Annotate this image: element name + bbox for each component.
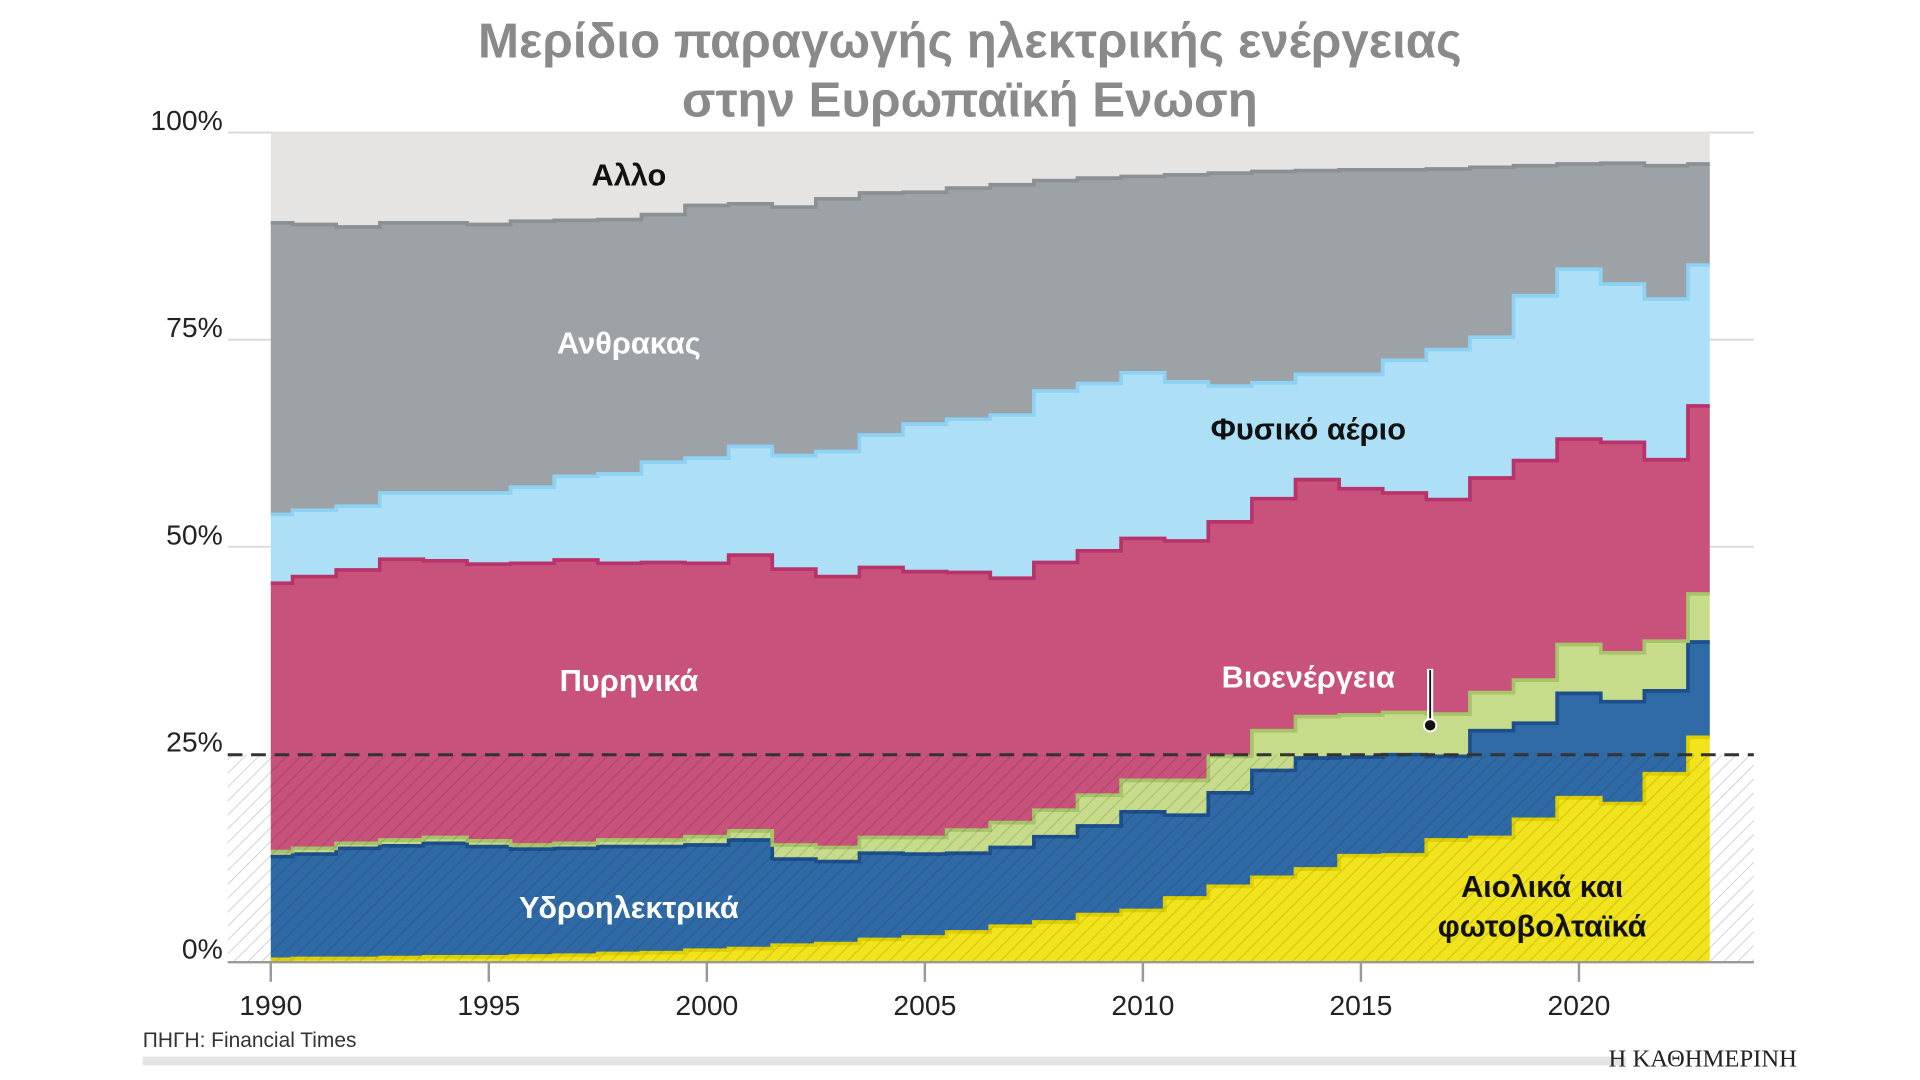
y-axis: 0% 25% 50% 75% 100% — [150, 104, 222, 964]
area-6 — [270, 132, 1710, 227]
area-2 — [270, 593, 1710, 862]
label-bioenergy: Βιοενέργεια — [1222, 659, 1395, 694]
x-tick-label: 1990 — [239, 989, 302, 1021]
x-tick-label: 2020 — [1547, 989, 1610, 1021]
hatched-zone-left — [227, 754, 271, 961]
y-tick-label: 0% — [182, 933, 223, 965]
x-tick-label: 2000 — [675, 989, 738, 1021]
x-tick-label: 2010 — [1111, 989, 1174, 1021]
label-wind-solar-2: φωτοβολταϊκά — [1438, 908, 1647, 943]
y-tick-label: 100% — [150, 104, 222, 136]
chart-title-line-1: Μερίδιο παραγωγής ηλεκτρικής ενέργειας — [478, 14, 1462, 69]
source-note: ΠΗΓΗ: Financial Times — [143, 1029, 357, 1052]
area-5 — [270, 163, 1710, 515]
area-3 — [270, 405, 1710, 852]
y-tick-label: 50% — [166, 518, 223, 550]
label-hydro: Υδροηλεκτρικά — [519, 890, 739, 925]
label-nuclear: Πυρηνικά — [560, 663, 699, 698]
y-tick-label: 25% — [166, 725, 223, 757]
series-line-5 — [270, 161, 1710, 229]
label-wind-solar-1: Αιολικά και — [1461, 869, 1623, 904]
x-tick-label: 1995 — [457, 989, 520, 1021]
x-tick-label: 2015 — [1329, 989, 1392, 1021]
brand-logo: Η ΚΑΘΗΜΕΡΙΝΗ — [1609, 1046, 1798, 1073]
area-4 — [270, 265, 1710, 584]
hatched-zone-right — [1710, 754, 1754, 961]
hatch-overlay-below-25 — [270, 754, 1711, 961]
chart-title-line-2: στην Ευρωπαϊκή Ενωση — [682, 73, 1258, 128]
series-line-3 — [270, 404, 1710, 586]
y-tick-label: 75% — [166, 311, 223, 343]
label-gas: Φυσικό αέριο — [1211, 411, 1406, 446]
x-tick-label: 2005 — [893, 989, 956, 1021]
x-axis: 1990 1995 2000 2005 2010 2015 2020 — [239, 962, 1610, 1021]
series-line-4 — [270, 263, 1710, 517]
label-other: Αλλο — [591, 157, 666, 192]
footer-bar — [142, 1056, 1626, 1066]
bioenergy-pointer-dot — [1423, 718, 1438, 733]
label-coal: Ανθρακας — [557, 325, 701, 360]
